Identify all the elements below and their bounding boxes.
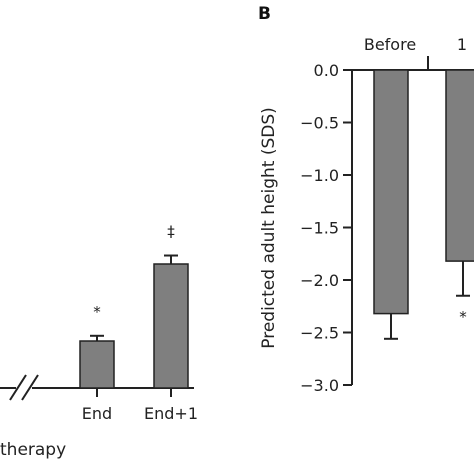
panel-b-y-tick-label: 0.0	[314, 61, 339, 80]
panel-a-x-tick-label: End+1	[144, 404, 198, 423]
panel-b-y-tick-label: −0.5	[300, 114, 339, 133]
panel-a: End * End+1 ‡ therapy	[0, 223, 198, 460]
panel-b-y-tick-label: −2.0	[300, 271, 339, 290]
panel-a-significance-marker: *	[93, 303, 101, 321]
panel-b-label: B	[258, 4, 271, 24]
panel-a-bar	[79, 340, 115, 389]
panel-b-y-tick-label: −1.0	[300, 166, 339, 185]
axis-break-mark	[21, 374, 39, 401]
panel-a-x-axis-label: therapy	[0, 440, 66, 460]
panel-b-category-label: 1	[457, 35, 467, 54]
panel-b-bar	[373, 69, 409, 315]
axis-break-mark	[9, 374, 27, 401]
panel-b-y-axis-label: Predicted adult height (SDS)	[259, 107, 279, 349]
panel-b-y-tick-label: −2.5	[300, 324, 339, 343]
panel-b-bar	[445, 69, 474, 262]
panel-b-category-label: Before	[364, 35, 416, 54]
panel-b-y-tick-label: −1.5	[300, 219, 339, 238]
panel-a-significance-marker: ‡	[167, 223, 175, 241]
panel-a-bar	[153, 263, 189, 389]
panel-a-x-tick-label: End	[82, 404, 112, 423]
panel-b: B Predicted adult height (SDS) 0.0 −0.5 −1…	[258, 4, 474, 395]
panel-b-y-tick-label: −3.0	[300, 376, 339, 395]
panel-b-significance-marker: *	[459, 308, 467, 326]
